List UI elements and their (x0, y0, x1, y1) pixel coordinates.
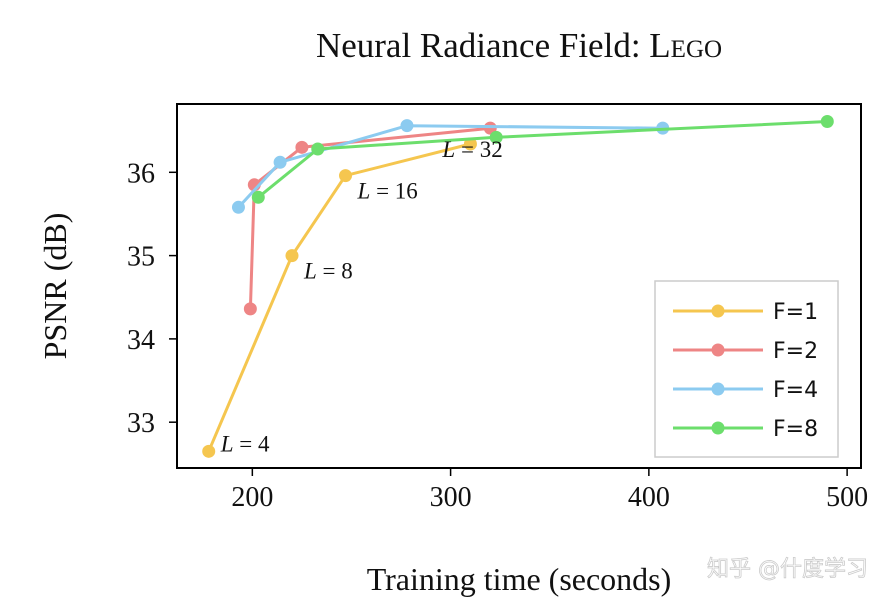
annotation-l-1: L = 8 (303, 259, 353, 284)
legend-label-f2: F=2 (773, 339, 818, 364)
data-point-f8-0 (251, 190, 265, 204)
data-point-f1-2 (339, 169, 353, 183)
annotation-l-3: L = 32 (441, 137, 502, 162)
annotation-value: = 8 (317, 259, 353, 284)
data-point-f1-3 (463, 137, 477, 151)
legend-marker-f8 (711, 421, 725, 435)
series-layer (202, 114, 834, 458)
legend-label-f4: F=4 (773, 378, 818, 403)
data-point-f8-3 (820, 114, 834, 128)
annotation-value: = 4 (234, 431, 270, 456)
y-tick-label-33: 33 (127, 408, 155, 439)
legend-marker-f2 (711, 343, 725, 357)
data-point-f2-0 (243, 302, 257, 316)
y-tick-label-36: 36 (127, 158, 155, 189)
x-tick-label-300: 300 (430, 482, 472, 513)
y-tick-label-35: 35 (127, 242, 155, 273)
data-point-f1-0 (202, 444, 216, 458)
axes: 200 300 400 500 33 34 35 36 (127, 158, 868, 513)
annotation-var: L (220, 431, 234, 456)
legend-marker-f1 (711, 304, 725, 318)
data-point-f4-2 (400, 119, 414, 133)
x-tick-label-400: 400 (628, 482, 670, 513)
legend: F=1 F=2 F=4 F=8 (654, 280, 839, 458)
series-line-f8 (257, 120, 828, 199)
chart-title: Neural Radiance Field: Lego (316, 26, 722, 65)
annotation-var: L (303, 259, 317, 284)
annotation-value: = 16 (370, 179, 417, 204)
x-tick-label-500: 500 (826, 482, 868, 513)
annotation-var: L (357, 179, 371, 204)
annotation-l-2: L = 16 (357, 179, 418, 204)
data-point-f4-0 (231, 200, 245, 214)
data-point-f2-2 (295, 140, 309, 154)
annotation-layer: L = 4L = 8L = 16L = 32 (220, 137, 503, 456)
y-axis-label: PSNR (dB) (37, 213, 73, 360)
legend-label-f1: F=1 (773, 300, 818, 325)
watermark: 知乎 @什度学习 (707, 557, 868, 582)
legend-label-f8: F=8 (773, 417, 818, 442)
data-point-f1-1 (285, 249, 299, 263)
legend-marker-f4 (711, 382, 725, 396)
x-axis-label: Training time (seconds) (367, 561, 672, 597)
y-tick-label-34: 34 (127, 325, 155, 356)
annotation-value: = 32 (455, 137, 502, 162)
x-tick-label-200: 200 (231, 482, 273, 513)
annotation-l-0: L = 4 (220, 431, 270, 456)
chart-title-scene: Lego (649, 26, 722, 65)
chart-title-main: Neural Radiance Field: (316, 26, 649, 65)
series-line-f1 (207, 142, 471, 452)
data-point-f8-2 (489, 130, 503, 144)
series-line-f4 (237, 124, 663, 209)
data-point-f4-1 (273, 155, 287, 169)
data-point-f8-1 (311, 142, 325, 156)
annotation-var: L (441, 137, 455, 162)
